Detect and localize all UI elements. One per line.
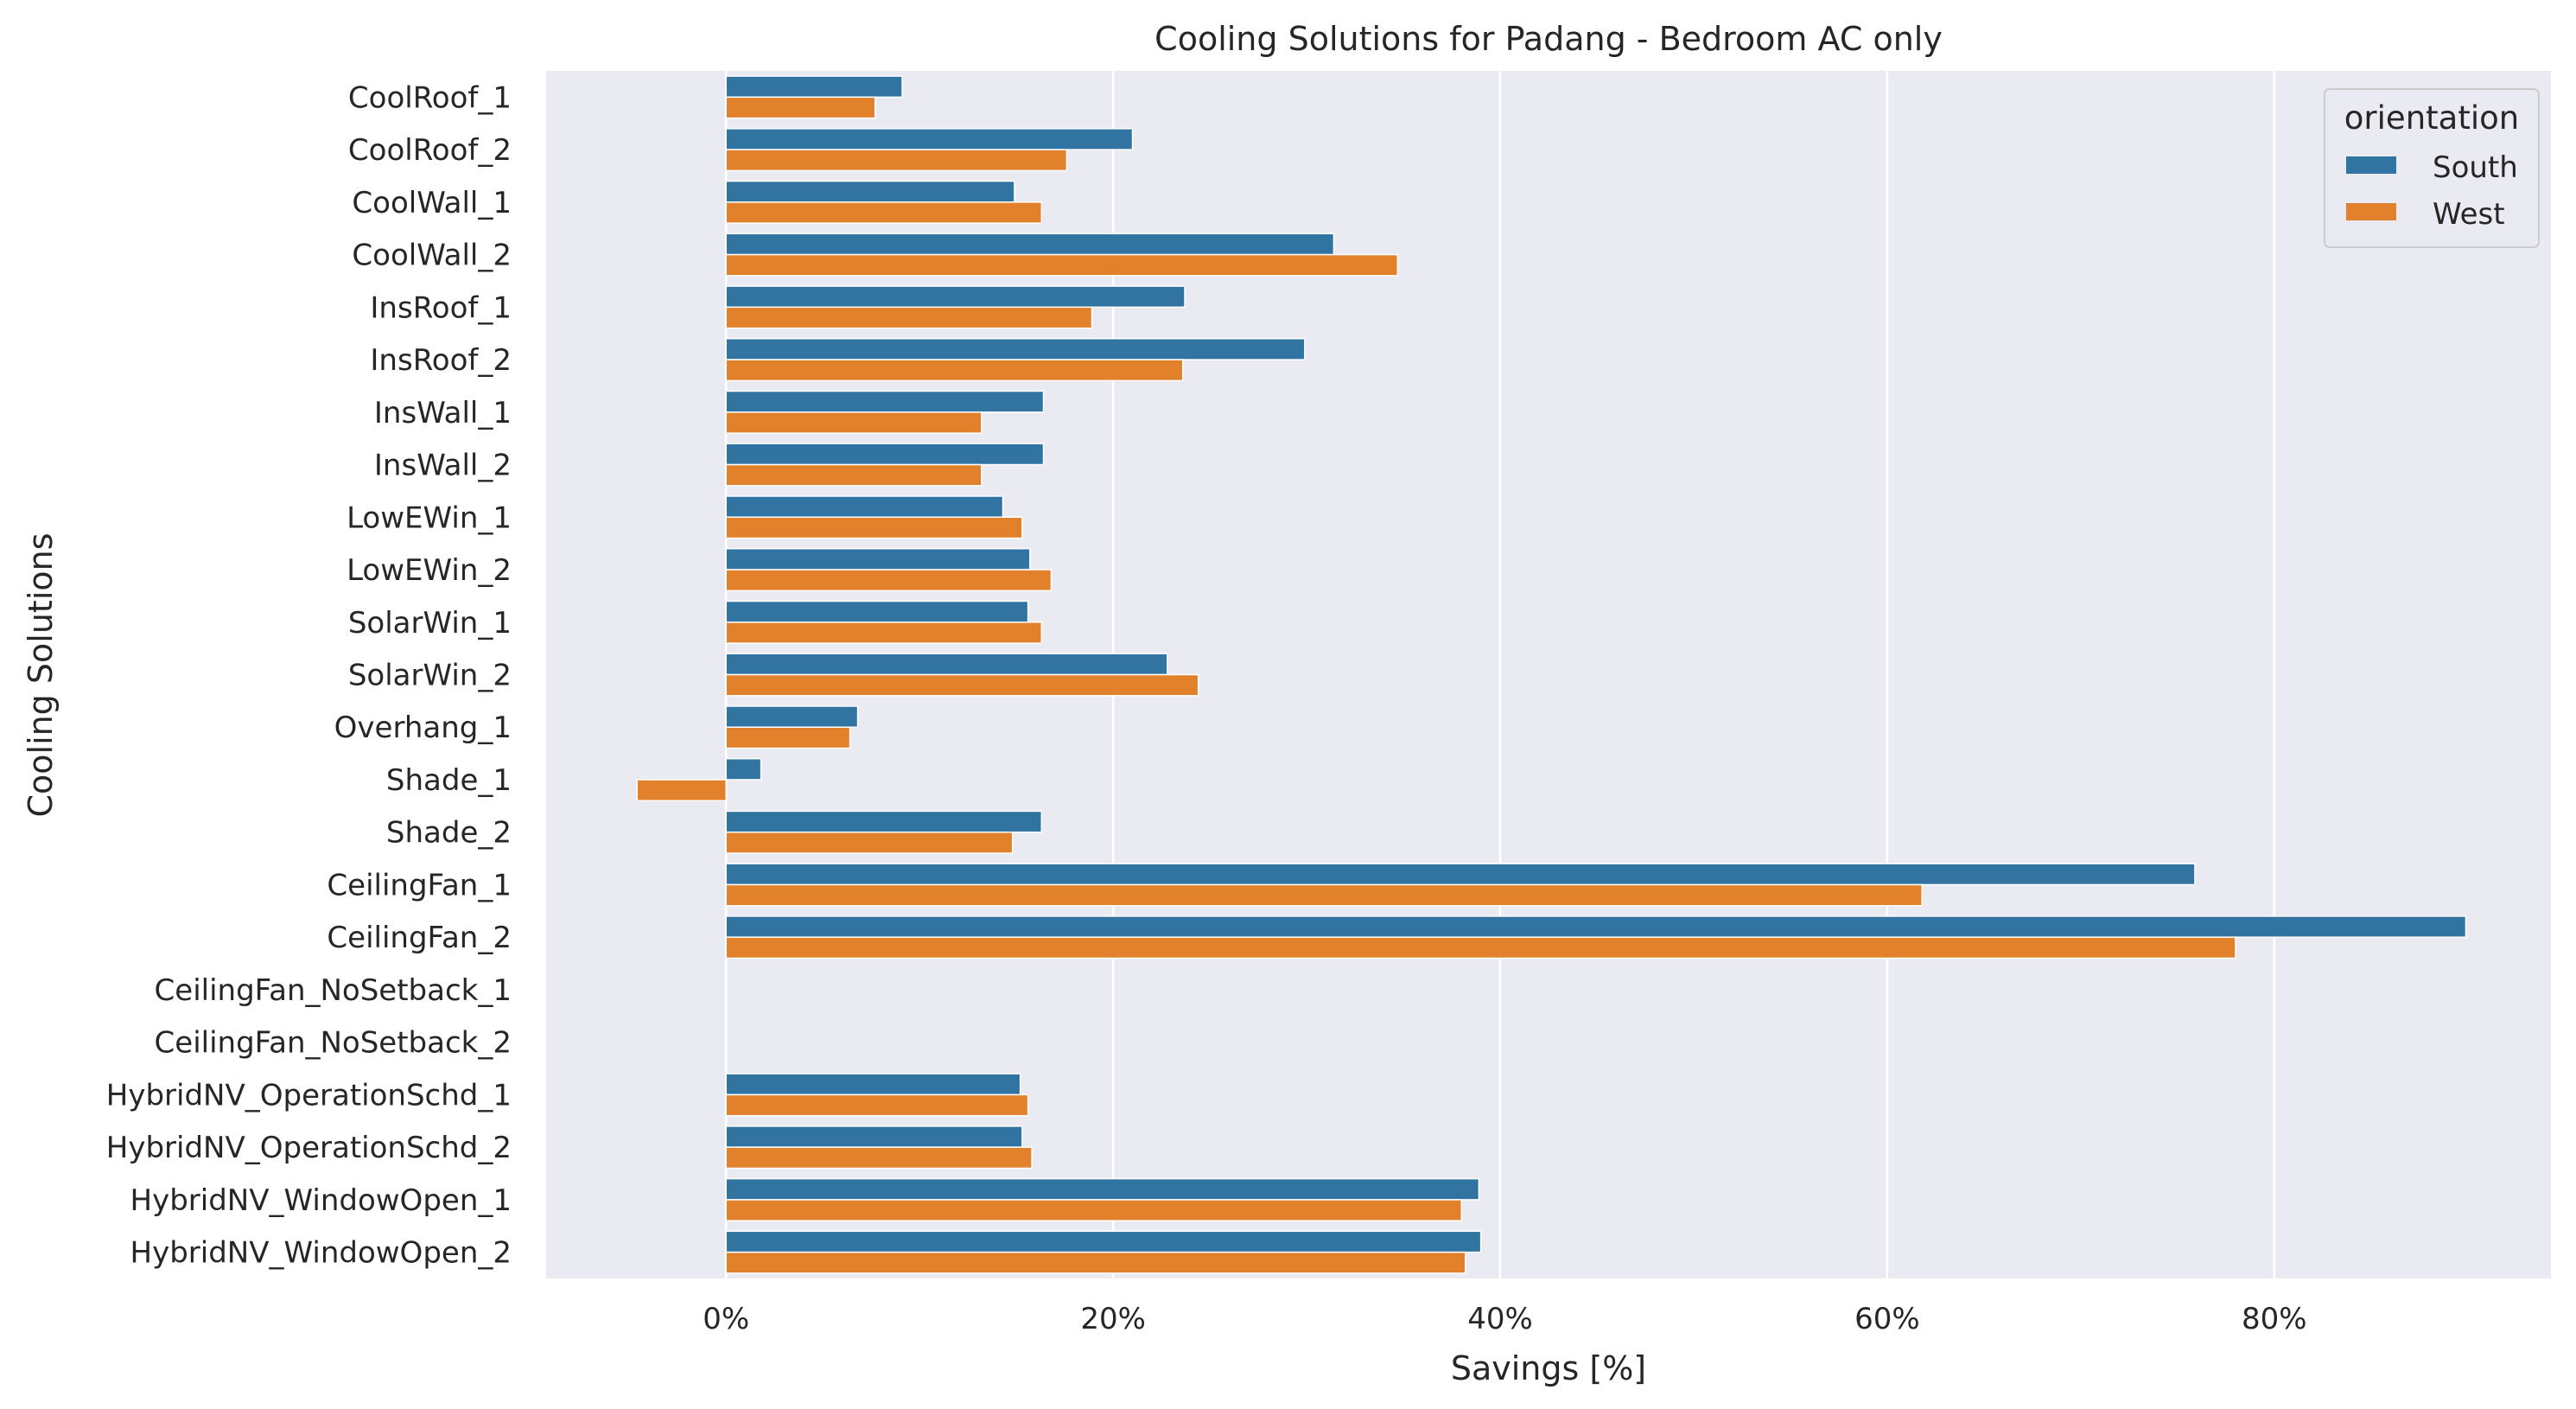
bar-west <box>636 779 728 802</box>
y-tick-label: InsWall_1 <box>374 396 512 430</box>
bar-south <box>725 1230 1482 1253</box>
bar-west <box>725 411 983 434</box>
y-tick-label: CeilingFan_NoSetback_1 <box>155 973 512 1008</box>
x-tick-label: 80% <box>2242 1302 2307 1336</box>
legend-swatch-west <box>2346 203 2396 220</box>
y-tick-labels: CoolRoof_1 CoolRoof_2 CoolWall_1 CoolWall_2… <box>106 80 512 1270</box>
bar-west <box>725 622 1043 644</box>
x-tick-label: 40% <box>1467 1302 1533 1336</box>
bar-south <box>725 285 1186 309</box>
bar-west <box>725 726 851 749</box>
bar-west <box>725 306 1093 329</box>
y-tick-label: SolarWin_2 <box>348 659 512 693</box>
bar-west <box>725 1199 1462 1221</box>
bar-south <box>725 233 1335 256</box>
y-tick-label: SolarWin_1 <box>348 606 512 641</box>
y-tick-label: CeilingFan_NoSetback_2 <box>155 1026 512 1061</box>
y-tick-label: CoolWall_1 <box>352 186 512 220</box>
bar-south <box>725 705 859 728</box>
bar-west <box>725 883 1923 907</box>
bar-south <box>725 810 1043 833</box>
y-tick-label: CeilingFan_1 <box>327 868 512 902</box>
legend-label-south: South <box>2433 150 2518 185</box>
y-tick-label: HybridNV_WindowOpen_1 <box>130 1183 512 1218</box>
y-tick-label: Shade_1 <box>386 763 512 798</box>
bar-south <box>725 495 1004 519</box>
bar-south <box>725 390 1045 413</box>
bar-south <box>725 338 1306 360</box>
y-tick-label: CoolRoof_1 <box>348 80 512 115</box>
y-tick-label: InsRoof_1 <box>370 290 512 325</box>
x-tick-label: 0% <box>703 1302 749 1336</box>
bar-west <box>725 516 1023 539</box>
bar-west <box>725 569 1053 592</box>
bar-south <box>725 915 2467 938</box>
x-axis-label: Savings [%] <box>1451 1349 1646 1387</box>
bar-west <box>725 936 2236 960</box>
y-tick-label: HybridNV_WindowOpen_2 <box>130 1236 512 1271</box>
bar-west <box>725 359 1184 382</box>
bar-south <box>725 180 1015 203</box>
y-tick-label: CoolRoof_2 <box>348 133 512 168</box>
bar-south <box>725 443 1045 466</box>
x-tick-label: 20% <box>1080 1302 1146 1336</box>
legend-title: orientation <box>2344 99 2519 137</box>
bar-south <box>725 547 1031 571</box>
y-tick-label: CoolWall_2 <box>352 239 512 273</box>
bar-south <box>725 653 1168 676</box>
y-tick-label: Overhang_1 <box>334 711 512 745</box>
chart-title: Cooling Solutions for Padang - Bedroom A… <box>1154 20 1943 58</box>
legend: orientation South West <box>2324 88 2540 248</box>
y-tick-label: HybridNV_OperationSchd_1 <box>106 1078 512 1113</box>
bar-west <box>725 253 1399 277</box>
bar-south <box>725 75 903 99</box>
y-tick-label: CeilingFan_2 <box>327 921 512 955</box>
bar-south <box>725 863 2196 886</box>
x-tick-labels: 0% 20% 40% 60% 80% <box>703 1302 2306 1336</box>
y-tick-label: LowEWin_2 <box>347 553 512 588</box>
bar-west <box>725 673 1199 697</box>
y-tick-label: Shade_2 <box>386 816 512 851</box>
x-tick-label: 60% <box>1854 1302 1920 1336</box>
y-tick-label: LowEWin_1 <box>347 500 512 535</box>
bar-west <box>725 1251 1466 1274</box>
y-tick-label: HybridNV_OperationSchd_2 <box>106 1131 512 1165</box>
bar-west <box>725 1146 1033 1170</box>
bar-west <box>725 96 876 119</box>
bar-south <box>725 1125 1023 1148</box>
bar-west <box>725 149 1068 172</box>
bar-west <box>725 463 983 487</box>
legend-label-west: West <box>2433 197 2505 232</box>
bar-west <box>725 201 1043 224</box>
bar-south <box>725 757 762 781</box>
y-axis-label: Cooling Solutions <box>22 532 60 817</box>
bar-south <box>725 600 1029 623</box>
bar-west <box>725 1093 1029 1117</box>
bar-west <box>725 831 1014 854</box>
bar-south <box>725 128 1134 150</box>
bars <box>636 75 2467 1274</box>
legend-swatch-south <box>2346 156 2396 174</box>
bar-south <box>725 1073 1021 1096</box>
y-tick-label: InsWall_2 <box>374 449 512 483</box>
bar-south <box>725 1177 1480 1201</box>
y-tick-label: InsRoof_2 <box>370 343 512 378</box>
